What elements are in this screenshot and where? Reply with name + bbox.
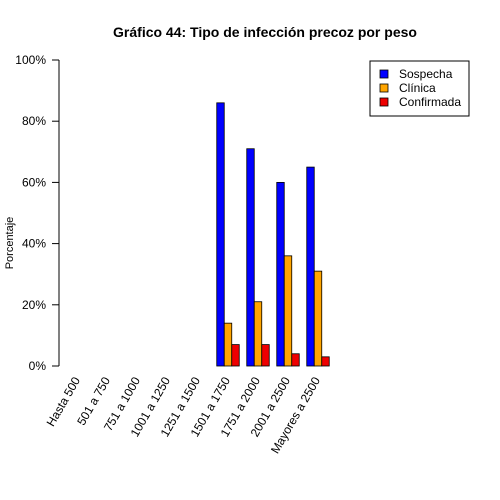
bar-cl-nica-8 <box>313 270 323 367</box>
y-axis: 0% 20% 40% 60% 80% 100% <box>15 53 60 373</box>
legend-swatch <box>379 97 389 107</box>
y-axis-label: Porcentaje <box>4 217 16 270</box>
bar-cl-nica-7 <box>283 255 293 367</box>
bar-cl-nica-6 <box>253 301 263 367</box>
y-tick-label: 0% <box>29 359 47 373</box>
bar-sospecha-6 <box>246 148 255 367</box>
y-tick-label: 60% <box>22 175 46 189</box>
bar-confirmada-8 <box>321 356 330 367</box>
bar-sospecha-8 <box>306 166 315 367</box>
y-tick-label: 100% <box>15 53 46 67</box>
bar-sospecha-5 <box>216 102 225 367</box>
bars <box>216 102 330 367</box>
y-tick-label: 40% <box>22 237 46 251</box>
legend-label: Sospecha <box>399 67 453 81</box>
bar-confirmada-6 <box>261 344 270 367</box>
y-tick-label: 80% <box>22 114 46 128</box>
legend-label: Clínica <box>399 81 436 95</box>
legend-swatch <box>379 83 389 93</box>
legend-swatch <box>379 69 389 79</box>
bar-cl-nica-5 <box>223 322 233 367</box>
bar-confirmada-7 <box>291 353 300 367</box>
bar-sospecha-7 <box>276 181 285 367</box>
legend-label: Confirmada <box>399 95 461 109</box>
y-tick-label: 20% <box>22 298 46 312</box>
bar-confirmada-5 <box>231 344 240 367</box>
chart-title: Gráfico 44: Tipo de infección precoz por… <box>113 24 417 40</box>
